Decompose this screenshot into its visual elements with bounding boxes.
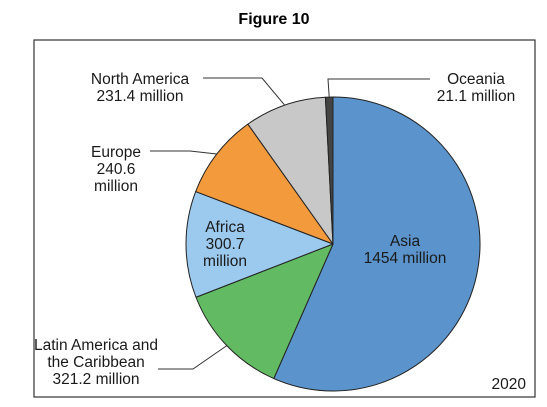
figure-title: Figure 10 — [238, 11, 309, 28]
leader-line-latin-america-and-the-caribbean — [158, 345, 228, 370]
slice-label-africa: Africa 300.7 million — [203, 219, 247, 270]
slice-label-line: Asia — [390, 233, 421, 250]
pie-slice-europe — [195, 123, 334, 245]
slice-label-north-america: North America 231.4 million — [91, 71, 190, 105]
leader-line-oceania — [327, 78, 430, 98]
slice-label-oceania: Oceania 21.1 million — [437, 71, 515, 105]
slice-label-latin-america-and-the-caribbean: Latin America and the Caribbean 321.2 mill… — [34, 337, 158, 388]
pie-slice-oceania — [324, 96, 334, 245]
slice-label-line: 21.1 million — [437, 88, 515, 105]
slice-label-line: North America — [91, 71, 190, 88]
leader-line-north-america — [203, 77, 286, 106]
slice-label-line: 1454 million — [364, 250, 447, 267]
leader-line-europe — [150, 150, 217, 155]
slice-label-line: million — [203, 253, 247, 270]
slice-label-line: the Caribbean — [47, 354, 144, 371]
slice-label-line: 300.7 — [206, 236, 245, 253]
pie-slice-asia — [273, 96, 481, 392]
slice-label-line: 240.6 — [97, 161, 136, 178]
slice-label-line: 321.2 million — [52, 371, 139, 388]
pie-slice-north-america — [247, 96, 334, 245]
leader-lines — [150, 77, 430, 370]
slice-label-line: Europe — [91, 144, 141, 161]
pie-slice-africa — [185, 191, 334, 298]
slice-label-line: million — [94, 178, 138, 195]
pie-slices — [185, 96, 481, 392]
slice-label-line: Oceania — [447, 71, 505, 88]
slice-label-line: Latin America and — [34, 337, 158, 354]
chart-frame — [33, 39, 536, 398]
slice-label-line: Africa — [205, 219, 245, 236]
slice-label-asia: Asia 1454 million — [364, 233, 447, 267]
slice-label-line: 231.4 million — [96, 88, 183, 105]
year-label: 2020 — [492, 376, 527, 393]
slice-label-europe: Europe 240.6 million — [91, 144, 141, 195]
